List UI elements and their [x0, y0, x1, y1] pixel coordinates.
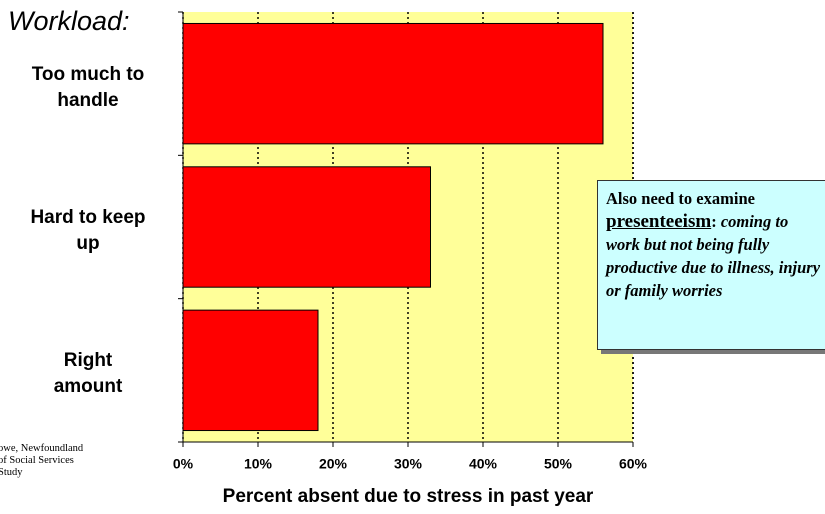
annotation: Also need to examine presenteeism: coming… — [597, 180, 825, 350]
x-tick-label: 10% — [244, 456, 273, 472]
source: owe, Newfoundland of Social Services Stu… — [0, 443, 83, 479]
x-tick-label: 20% — [319, 456, 348, 472]
bar — [182, 22, 604, 145]
x-tick-label: 50% — [544, 456, 573, 472]
source-line: owe, Newfoundland — [0, 443, 84, 454]
y-tick-label: Too much to handle — [31, 63, 145, 111]
x-tick-label: 60% — [619, 456, 648, 472]
x-axis-label: Percent absent due to stress in past yea… — [222, 486, 594, 507]
annotation-detail: coming to work but not being fully produ… — [606, 212, 821, 300]
chart-title: Workload: — [8, 6, 130, 36]
annotation-lead: Also need to examine — [606, 189, 755, 208]
annotation-term: presenteeism — [606, 211, 712, 232]
y-tick-label: Right amount — [53, 350, 123, 398]
source-line: of Social Services — [0, 455, 74, 466]
x-tick-label: 40% — [469, 456, 498, 472]
y-tick-label: Hard to keep up — [30, 207, 146, 254]
x-tick-label: 30% — [394, 456, 423, 472]
bar — [182, 309, 319, 432]
annotation-colon: : — [711, 212, 717, 231]
source-line: Study — [0, 467, 23, 478]
bar — [182, 166, 431, 288]
x-tick-label: 0% — [173, 456, 194, 472]
